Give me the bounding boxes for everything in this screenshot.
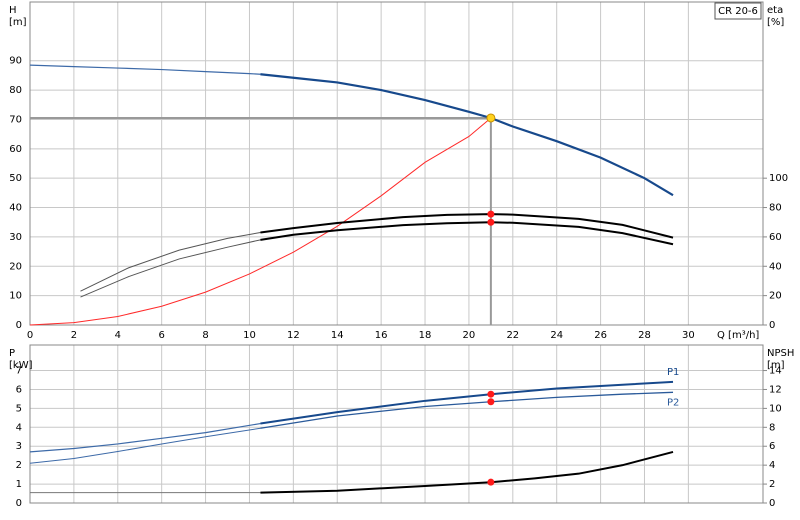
series-line	[260, 221, 674, 246]
series-line	[29, 117, 492, 326]
y2-tick-label: 8	[769, 422, 775, 433]
y2-axis-unit: [m]	[767, 360, 785, 371]
y2-tick-label: 6	[769, 441, 775, 452]
y-tick-label: 70	[9, 114, 22, 125]
y-tick-label: 2	[16, 460, 22, 471]
y-tick-label: 10	[9, 291, 22, 302]
y2-tick-label: 60	[769, 232, 782, 243]
y-tick-label: 3	[16, 441, 22, 452]
y2-tick-label: 80	[769, 203, 782, 214]
y2-tick-label: 0	[769, 498, 775, 509]
y-tick-label: 90	[9, 56, 22, 67]
y-tick-label: 50	[9, 173, 22, 184]
plot-area	[30, 345, 763, 503]
y2-tick-label: 14	[769, 366, 782, 377]
x-tick-label: 14	[331, 330, 344, 341]
x-tick-label: 6	[158, 330, 164, 341]
x-tick-label: 24	[550, 330, 563, 341]
series-line	[260, 450, 674, 494]
x-tick-label: 10	[243, 330, 256, 341]
x-tick-label: 28	[638, 330, 651, 341]
y2-tick-label: 40	[769, 261, 782, 272]
y-tick-label: 0	[16, 498, 22, 509]
y-tick-label: 1	[16, 479, 22, 490]
y2-tick-label: 0	[769, 320, 775, 331]
x-tick-label: 4	[115, 330, 121, 341]
y2-tick-label: 20	[769, 291, 782, 302]
y-tick-label: 60	[9, 144, 22, 155]
marker	[487, 478, 495, 486]
series-line	[29, 427, 261, 464]
annotation: CR 20-6	[718, 6, 758, 17]
y-tick-label: 20	[9, 261, 22, 272]
y2-axis-unit: [%]	[767, 17, 784, 28]
x-tick-label: 18	[419, 330, 432, 341]
y-axis-unit: [m]	[9, 17, 27, 28]
y2-tick-label: 4	[769, 460, 775, 471]
series-line	[29, 422, 261, 453]
series-line	[260, 213, 674, 239]
y-tick-label: 40	[9, 203, 22, 214]
y2-axis-label: NPSH	[767, 348, 794, 359]
y2-axis-label: eta	[767, 5, 783, 16]
x-tick-label: 8	[202, 330, 208, 341]
y-tick-label: 7	[16, 366, 22, 377]
marker	[487, 210, 495, 218]
y-tick-label: 80	[9, 85, 22, 96]
x-tick-label: 0	[27, 330, 33, 341]
x-axis-label: Q [m³/h]	[717, 330, 759, 341]
y-axis-label: H	[9, 5, 17, 16]
y2-tick-label: 2	[769, 479, 775, 490]
x-tick-label: 26	[594, 330, 607, 341]
series-label: P1	[667, 367, 679, 378]
y-tick-label: 30	[9, 232, 22, 243]
plot-area	[30, 2, 763, 325]
x-tick-label: 20	[463, 330, 476, 341]
plot-frame	[29, 1, 764, 326]
y2-tick-label: 100	[769, 173, 788, 184]
marker	[486, 113, 496, 123]
y-tick-label: 5	[16, 403, 22, 414]
series-line	[29, 64, 261, 75]
plot-frame	[29, 344, 764, 504]
annotation-box	[714, 2, 762, 20]
y-tick-label: 0	[16, 320, 22, 331]
marker	[487, 218, 495, 226]
series-line	[80, 239, 261, 298]
x-tick-label: 30	[682, 330, 695, 341]
y-tick-label: 6	[16, 384, 22, 395]
marker	[487, 390, 495, 398]
y2-tick-label: 12	[769, 384, 782, 395]
y-axis-unit: [kW]	[9, 360, 33, 371]
y-axis-label: P	[9, 348, 15, 359]
x-tick-label: 22	[506, 330, 519, 341]
series-line	[260, 73, 674, 197]
marker	[487, 398, 495, 406]
x-tick-label: 16	[375, 330, 388, 341]
y2-tick-label: 10	[769, 403, 782, 414]
x-tick-label: 12	[287, 330, 300, 341]
x-tick-label: 2	[71, 330, 77, 341]
series-label: P2	[667, 397, 679, 408]
y-tick-label: 4	[16, 422, 22, 433]
series-line	[80, 232, 261, 292]
